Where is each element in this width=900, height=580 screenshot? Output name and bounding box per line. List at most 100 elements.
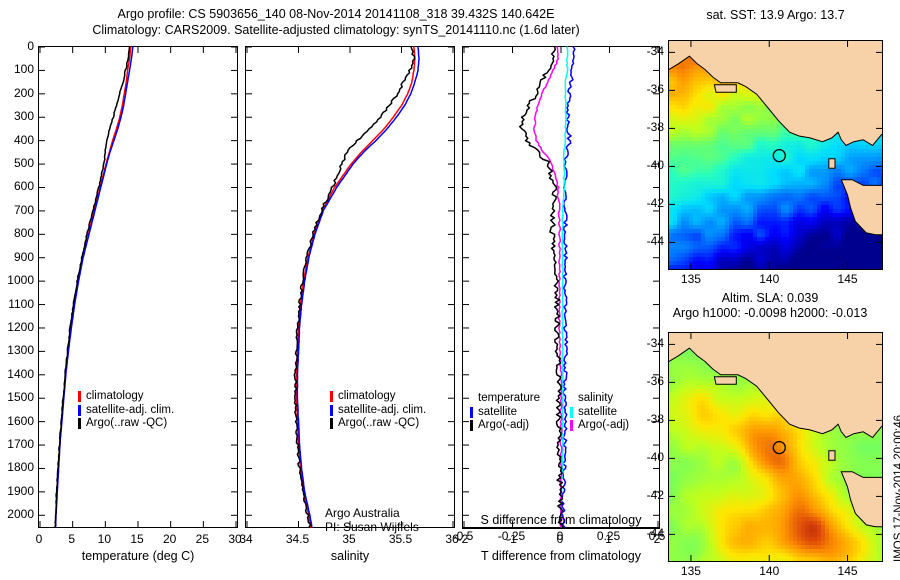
map-x-tick-label: 140	[759, 564, 780, 578]
legend-item: satellite-adj. clim.	[78, 404, 174, 418]
legend-label: Argo(..raw -QC)	[338, 417, 420, 429]
legend-swatch-climatology	[78, 391, 81, 403]
y-tick-label: 1800	[7, 460, 34, 475]
legend-header-temperature: temperature	[478, 392, 541, 404]
y-tick-label: 300	[13, 109, 34, 124]
legend-label: satellite-adj. clim.	[338, 403, 427, 416]
map-y-tick-label: -34	[646, 44, 664, 59]
legend-label: satellite	[578, 405, 617, 418]
difference-axis-separator	[462, 528, 660, 529]
legend-header-salinity: salinity	[578, 392, 614, 404]
legend-item: Argo(..raw -QC)	[78, 417, 174, 431]
legend-item: climatology	[330, 390, 426, 404]
legend-label: Argo(..raw -QC)	[86, 417, 168, 429]
x-tick-label-bottom: 1	[605, 532, 612, 546]
figure-title-line2: Climatology: CARS2009. Satellite-adjuste…	[92, 23, 580, 37]
y-tick-label: 900	[13, 249, 34, 264]
legend-label: climatology	[338, 390, 396, 402]
x-tick-label: 34	[239, 532, 253, 546]
x-tick-label-top: 0.5	[648, 529, 666, 543]
legend-label: climatology	[86, 390, 144, 402]
map-y-tick-label: -38	[646, 412, 664, 427]
y-tick-label: 200	[13, 85, 34, 100]
sla-map-title-line2: Argo h1000: -0.0098 h2000: -0.013	[672, 306, 868, 320]
map-x-tick-label: 145	[837, 272, 858, 286]
sla-map-title: Altim. SLA: 0.039 Argo h1000: -0.0098 h2…	[640, 291, 900, 321]
legend-label: satellite	[478, 405, 517, 418]
x-tick-label: 35.5	[388, 532, 413, 546]
sst-map-title: sat. SST: 13.9 Argo: 13.7	[706, 8, 845, 22]
difference-panel-legend-salinity: salinity satellite Argo(-adj)	[570, 392, 629, 433]
x-tick-label: 20	[162, 532, 177, 546]
map-y-tick-label: -34	[646, 336, 664, 351]
y-tick-label: 600	[13, 179, 34, 194]
map-y-tick-label: -42	[646, 196, 664, 211]
imos-timestamp: IMOS 17-Nov-2014 20:00:46	[893, 414, 900, 562]
difference-profile-panel	[462, 46, 660, 528]
legend-label: satellite-adj. clim.	[86, 403, 175, 416]
y-tick-label: 400	[13, 132, 34, 147]
x-tick-label: 35	[342, 532, 356, 546]
x-tick-label-bottom: 2	[653, 532, 661, 546]
y-tick-label: 1100	[8, 296, 34, 311]
y-tick-label: 500	[13, 156, 34, 171]
y-tick-label: 1900	[7, 483, 34, 498]
map-x-tick-label: 135	[680, 272, 701, 286]
x-tick-label-bottom: -1	[506, 532, 517, 546]
temperature-difference-axis-title: T difference from climatology	[480, 549, 642, 563]
legend-swatch-climatology	[330, 391, 333, 403]
salinity-axis-title: salinity	[330, 549, 370, 563]
salinity-difference-axis-title: S difference from climatology	[480, 513, 642, 527]
map-y-tick-label: -38	[646, 120, 664, 135]
legend-item: Argo(..raw -QC)	[330, 417, 426, 431]
legend-swatch-salinity-argo	[570, 420, 573, 432]
map-y-tick-label: -44	[646, 526, 664, 541]
y-tick-label: 1400	[7, 366, 34, 381]
map-x-tick-label: 140	[759, 272, 780, 286]
y-tick-label: 100	[13, 62, 34, 77]
figure-title: Argo profile: CS 5903656_140 08-Nov-2014…	[0, 6, 672, 38]
temperature-profile-panel	[38, 46, 238, 528]
y-tick-label: 800	[13, 226, 34, 241]
legend-swatch-satellite-adj	[78, 404, 81, 416]
credit-agency: Argo Australia	[325, 506, 400, 520]
y-tick-label: 1500	[7, 390, 34, 405]
legend-item: satellite-adj. clim.	[330, 404, 426, 418]
legend-item: satellite	[470, 406, 540, 420]
x-tick-label: 25	[195, 532, 209, 546]
legend-swatch-temperature-argo	[470, 420, 473, 432]
y-tick-label: 1700	[7, 437, 34, 452]
y-tick-label: 1200	[7, 319, 34, 334]
legend-swatch-salinity-satellite	[570, 406, 573, 418]
sst-map-panel	[668, 40, 883, 270]
legend-item: Argo(-adj)	[470, 419, 540, 433]
legend-swatch-satellite-adj	[330, 404, 333, 416]
map-y-tick-label: -40	[646, 450, 664, 465]
x-tick-label-bottom: -2	[457, 532, 469, 546]
y-tick-label: 1000	[7, 273, 34, 288]
x-tick-label-top: -0.25	[497, 529, 526, 543]
y-tick-label: 1300	[7, 343, 34, 358]
y-tick-label: 2000	[7, 507, 34, 522]
legend-label: Argo(-adj)	[478, 419, 530, 431]
x-tick-label: 36	[445, 532, 459, 546]
map-y-tick-label: -44	[646, 234, 664, 249]
x-tick-label-top: 0.25	[596, 529, 621, 543]
temperature-panel-legend: climatology satellite-adj. clim. Argo(..…	[78, 390, 174, 431]
x-tick-label: 30	[228, 532, 242, 546]
legend-label: Argo(-adj)	[578, 419, 630, 431]
y-tick-label: 0	[27, 39, 34, 53]
x-tick-label-top: 0	[556, 529, 564, 543]
sla-map-title-line1: Altim. SLA: 0.039	[721, 291, 819, 305]
x-tick-label: 15	[130, 532, 144, 546]
legend-item: climatology	[78, 390, 174, 404]
legend-item: Argo(-adj)	[570, 419, 629, 433]
salinity-profile-panel	[245, 46, 455, 528]
difference-panel-legend-temperature: temperature satellite Argo(-adj)	[470, 392, 540, 433]
x-tick-label: 5	[68, 532, 75, 546]
figure-title-line1: Argo profile: CS 5903656_140 08-Nov-2014…	[117, 7, 555, 21]
x-tick-label: 10	[97, 532, 111, 546]
argo-australia-credit: Argo Australia PI: Susan Wijffels	[325, 506, 419, 534]
legend-swatch-argo	[78, 418, 81, 430]
map-y-tick-label: -40	[646, 158, 664, 173]
